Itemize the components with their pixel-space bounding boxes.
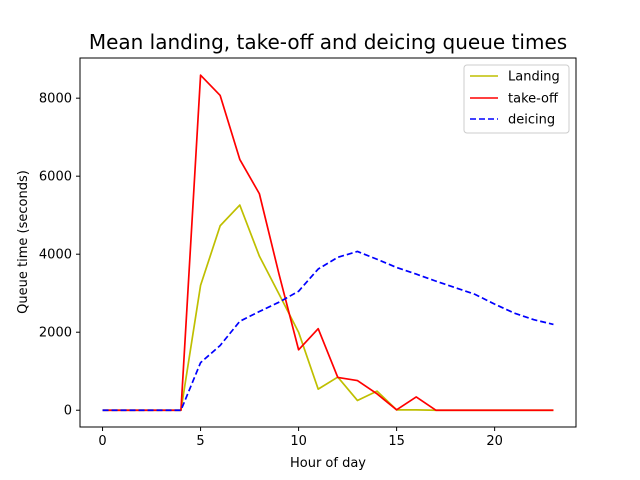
- series-line-deicing: [102, 250, 554, 412]
- y-axis-ticks: 0 2000 4000 6000 8000: [39, 92, 80, 419]
- x-tick-label: 0: [98, 434, 106, 449]
- legend-label-take-off: take-off: [508, 92, 559, 107]
- chart-title: Mean landing, take-off and deicing queue…: [89, 30, 567, 54]
- y-axis-label: Queue time (seconds): [16, 170, 31, 314]
- plot-frame: [79, 57, 577, 428]
- x-tick-label: 10: [290, 434, 307, 449]
- legend-label-landing: Landing: [508, 70, 560, 85]
- plot-lines: [102, 74, 554, 412]
- x-tick-label: 5: [196, 434, 204, 449]
- legend-box: [463, 64, 570, 134]
- x-tick-label: 15: [388, 434, 405, 449]
- legend: Landing take-off deicing: [463, 64, 570, 134]
- y-tick-label: 2000: [39, 326, 72, 341]
- x-axis-ticks: 0 5 10 15 20: [98, 427, 503, 449]
- y-tick-label: 6000: [39, 170, 72, 185]
- y-tick-label: 0: [64, 404, 72, 419]
- legend-label-deicing: deicing: [508, 113, 555, 128]
- y-tick-label: 8000: [39, 92, 72, 107]
- x-axis-label: Hour of day: [290, 456, 366, 471]
- y-tick-label: 4000: [39, 248, 72, 263]
- x-tick-label: 20: [486, 434, 503, 449]
